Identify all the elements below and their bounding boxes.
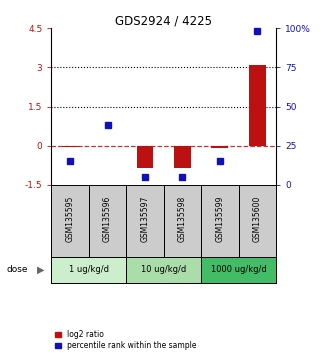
Legend: log2 ratio, percentile rank within the sample: log2 ratio, percentile rank within the s… (55, 330, 196, 350)
Text: GSM135600: GSM135600 (253, 196, 262, 242)
Bar (164, 185, 201, 257)
Text: GSM135599: GSM135599 (215, 196, 224, 242)
Bar (201, 257, 276, 283)
Bar (212, 146, 228, 148)
Text: GSM135595: GSM135595 (65, 196, 74, 242)
Text: 1 ug/kg/d: 1 ug/kg/d (69, 266, 109, 274)
Text: GSM135596: GSM135596 (103, 196, 112, 242)
Bar (201, 185, 239, 257)
Bar (126, 185, 164, 257)
Text: GSM135597: GSM135597 (141, 196, 150, 242)
Text: ▶: ▶ (37, 265, 44, 275)
Text: 1000 ug/kg/d: 1000 ug/kg/d (211, 266, 266, 274)
Text: 10 ug/kg/d: 10 ug/kg/d (141, 266, 186, 274)
Bar (249, 65, 266, 146)
Text: GSM135598: GSM135598 (178, 196, 187, 242)
Bar (136, 146, 153, 168)
Bar (239, 185, 276, 257)
Text: dose: dose (6, 266, 28, 274)
Bar (62, 146, 79, 147)
Bar (51, 185, 89, 257)
Bar (126, 257, 201, 283)
Title: GDS2924 / 4225: GDS2924 / 4225 (115, 14, 212, 27)
Bar (51, 257, 126, 283)
Bar (174, 146, 191, 168)
Bar (89, 185, 126, 257)
